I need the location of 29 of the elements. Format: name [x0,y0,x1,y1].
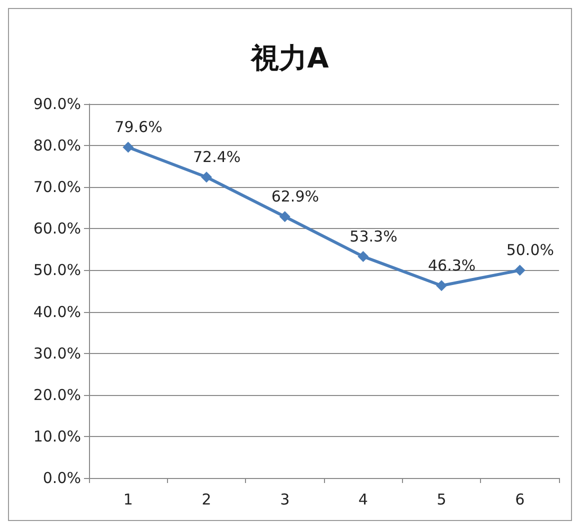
data-label: 50.0% [506,241,554,260]
point [122,142,134,153]
data-label: 72.4% [193,148,241,166]
y-tick-label: 30.0% [33,344,81,362]
x-tick-label: 4 [358,490,368,508]
y-tick-label: 40.0% [33,302,81,321]
y-tick-label: 50.0% [33,261,81,280]
y-tick-label: 70.0% [33,178,81,196]
y-tick-label: 80.0% [33,136,81,155]
point [436,280,447,292]
point [201,172,212,183]
y-tick-label: 60.0% [33,220,81,238]
data-label: 62.9% [271,188,319,206]
x-tick-label: 6 [515,490,525,508]
x-tick-label: 3 [280,490,290,508]
point [358,251,369,262]
x-tick-label: 2 [202,490,212,508]
data-label: 46.3% [428,256,476,275]
data-label: 53.3% [350,228,398,246]
point [514,264,526,276]
y-tick-label: 0.0% [42,469,81,487]
y-tick-label: 90.0% [33,95,81,113]
chart-title: 視力A [250,42,330,74]
point [279,211,290,222]
data-label: 79.6% [114,118,162,136]
y-tick-label: 20.0% [33,386,81,404]
y-tick-label: 10.0% [33,427,81,446]
x-tick-label: 1 [123,490,133,508]
x-tick-label: 5 [436,490,446,508]
